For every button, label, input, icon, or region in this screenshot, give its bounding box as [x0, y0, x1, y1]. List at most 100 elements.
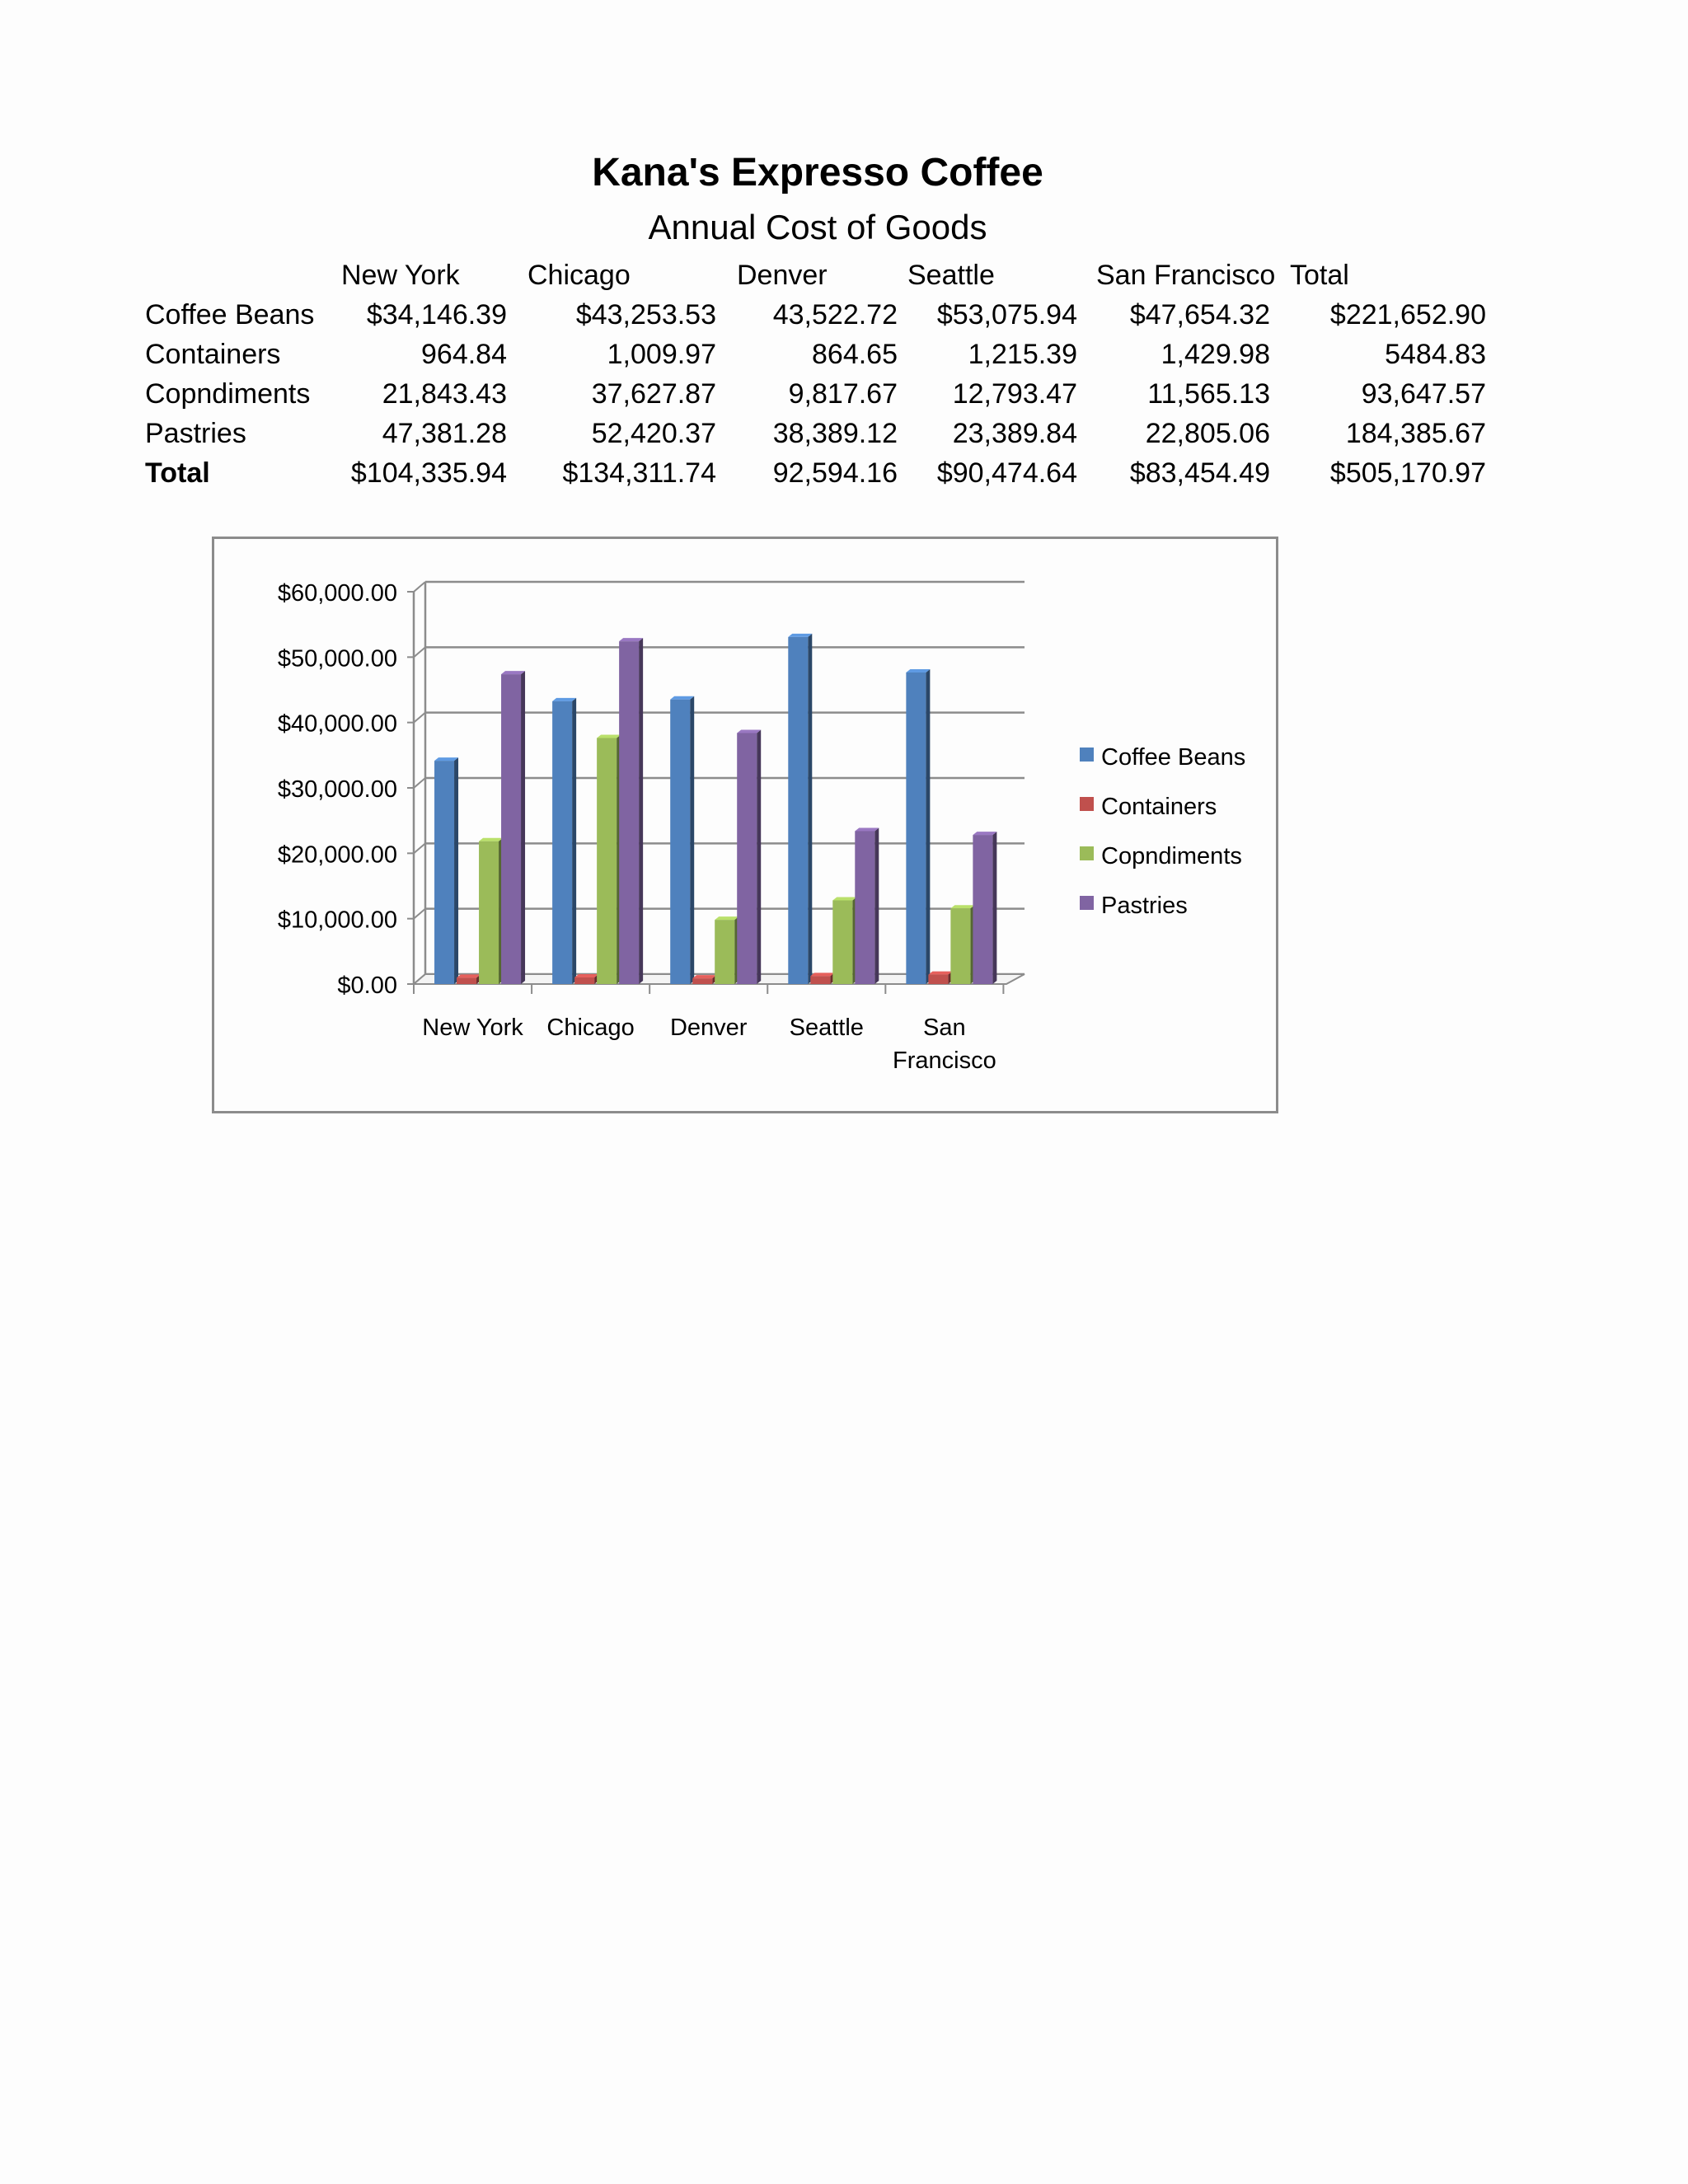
table-cell: 23,389.84 [952, 418, 1077, 449]
bar-top [737, 729, 762, 733]
bar-top [855, 827, 879, 832]
table-cell: 9,817.67 [788, 378, 898, 410]
bar-side [690, 696, 695, 984]
table-cell: 92,594.16 [772, 457, 898, 489]
bar [619, 641, 640, 984]
y-tick-label: $30,000.00 [278, 776, 397, 803]
y-tick-label: $20,000.00 [278, 841, 397, 868]
column-header: Seattle [907, 260, 995, 291]
table-cell: $43,253.53 [575, 299, 716, 330]
bar-top [552, 697, 577, 701]
table-cell: 12,793.47 [952, 378, 1077, 410]
bar-top [670, 696, 695, 700]
chart-frame: $0.00 $10,000.00 $20,000.00 $30,000.00 $40,0… [212, 537, 1278, 1113]
table-cell: 864.65 [812, 339, 898, 370]
bar-side [992, 832, 997, 984]
bar-top [715, 916, 739, 921]
gridline-side [413, 777, 426, 789]
bar-top [501, 671, 526, 675]
row-label: Total [145, 457, 210, 489]
legend-swatch [1080, 748, 1094, 762]
table-cell: $221,652.90 [1329, 299, 1486, 330]
bar-side [572, 697, 577, 984]
bar-side [454, 757, 459, 984]
table-cell: 22,805.06 [1145, 418, 1270, 449]
bar [737, 733, 757, 984]
table-cell: 52,420.37 [591, 418, 716, 449]
legend-label: Containers [1101, 794, 1217, 820]
bar [552, 701, 573, 984]
x-tick-label: Seattle [790, 1015, 864, 1041]
bar-top [457, 974, 481, 978]
x-tick-label: New York [422, 1015, 523, 1041]
page-subtitle: Annual Cost of Goods [648, 208, 987, 246]
legend-label: Pastries [1101, 893, 1188, 919]
x-tick-label: Denver [670, 1015, 748, 1041]
gridline-side [413, 907, 426, 920]
table-cell: 38,389.12 [772, 418, 898, 449]
table-cell: 47,381.28 [382, 418, 507, 449]
gridline-side [413, 581, 426, 593]
bar-top [928, 971, 953, 975]
gridline-side [413, 711, 426, 724]
cost-chart: $0.00 $10,000.00 $20,000.00 $30,000.00 $40,0… [278, 580, 1245, 1074]
column-header: Denver [737, 260, 828, 291]
bar [597, 738, 617, 984]
bar-top [950, 905, 975, 909]
row-label: Pastries [145, 418, 246, 449]
legend-label: Copndiments [1101, 843, 1242, 869]
table-cell: $134,311.74 [562, 457, 716, 489]
bar-top [788, 633, 813, 637]
bar [692, 978, 713, 984]
table-cell: 93,647.57 [1361, 378, 1486, 410]
table-cell: 184,385.67 [1345, 418, 1486, 449]
column-header: San Francisco [1096, 260, 1276, 291]
table-cell: 1,009.97 [607, 339, 716, 370]
bar-top [574, 973, 599, 977]
legend-label: Coffee Beans [1101, 744, 1245, 771]
bar [855, 831, 875, 984]
bar-side [757, 729, 762, 984]
bar [501, 674, 522, 984]
table-cell: $83,454.49 [1129, 457, 1270, 489]
x-tick-label: Francisco [893, 1047, 996, 1074]
bar [906, 672, 926, 984]
bar [457, 977, 477, 984]
y-tick-label: $40,000.00 [278, 711, 397, 738]
y-tick-label: $0.00 [337, 972, 397, 999]
table-cell: $90,474.64 [936, 457, 1077, 489]
gridline-side [413, 646, 426, 658]
table-cell: $505,170.97 [1329, 457, 1486, 489]
bar [973, 835, 993, 984]
bar [670, 699, 691, 984]
bar [928, 974, 949, 984]
bar [788, 636, 809, 984]
table-cell: $47,654.32 [1129, 299, 1270, 330]
bar [810, 976, 831, 984]
bar [832, 900, 853, 984]
gridline-side [413, 842, 426, 855]
page-title: Kana's Expresso Coffee [592, 151, 1043, 194]
bar-top [810, 972, 835, 977]
bar-top [692, 975, 717, 979]
bar-side [521, 671, 526, 984]
legend-swatch [1080, 896, 1094, 910]
table-cell: 21,843.43 [382, 378, 507, 410]
table-cell: $53,075.94 [936, 299, 1077, 330]
bar [479, 841, 499, 984]
bar [715, 920, 735, 984]
bar-top [619, 638, 644, 642]
bar [434, 761, 455, 984]
bar-top [906, 668, 931, 673]
table-cell: 1,429.98 [1160, 339, 1270, 370]
column-header: Chicago [528, 260, 631, 291]
bar [574, 977, 595, 984]
y-tick-label: $60,000.00 [278, 580, 397, 607]
row-label: Coffee Beans [145, 299, 315, 330]
bar-top [973, 832, 997, 836]
row-label: Containers [145, 339, 281, 370]
column-header: New York [341, 260, 460, 291]
bar-side [639, 638, 644, 984]
bar-top [832, 897, 857, 901]
table-cell: 5484.83 [1385, 339, 1486, 370]
